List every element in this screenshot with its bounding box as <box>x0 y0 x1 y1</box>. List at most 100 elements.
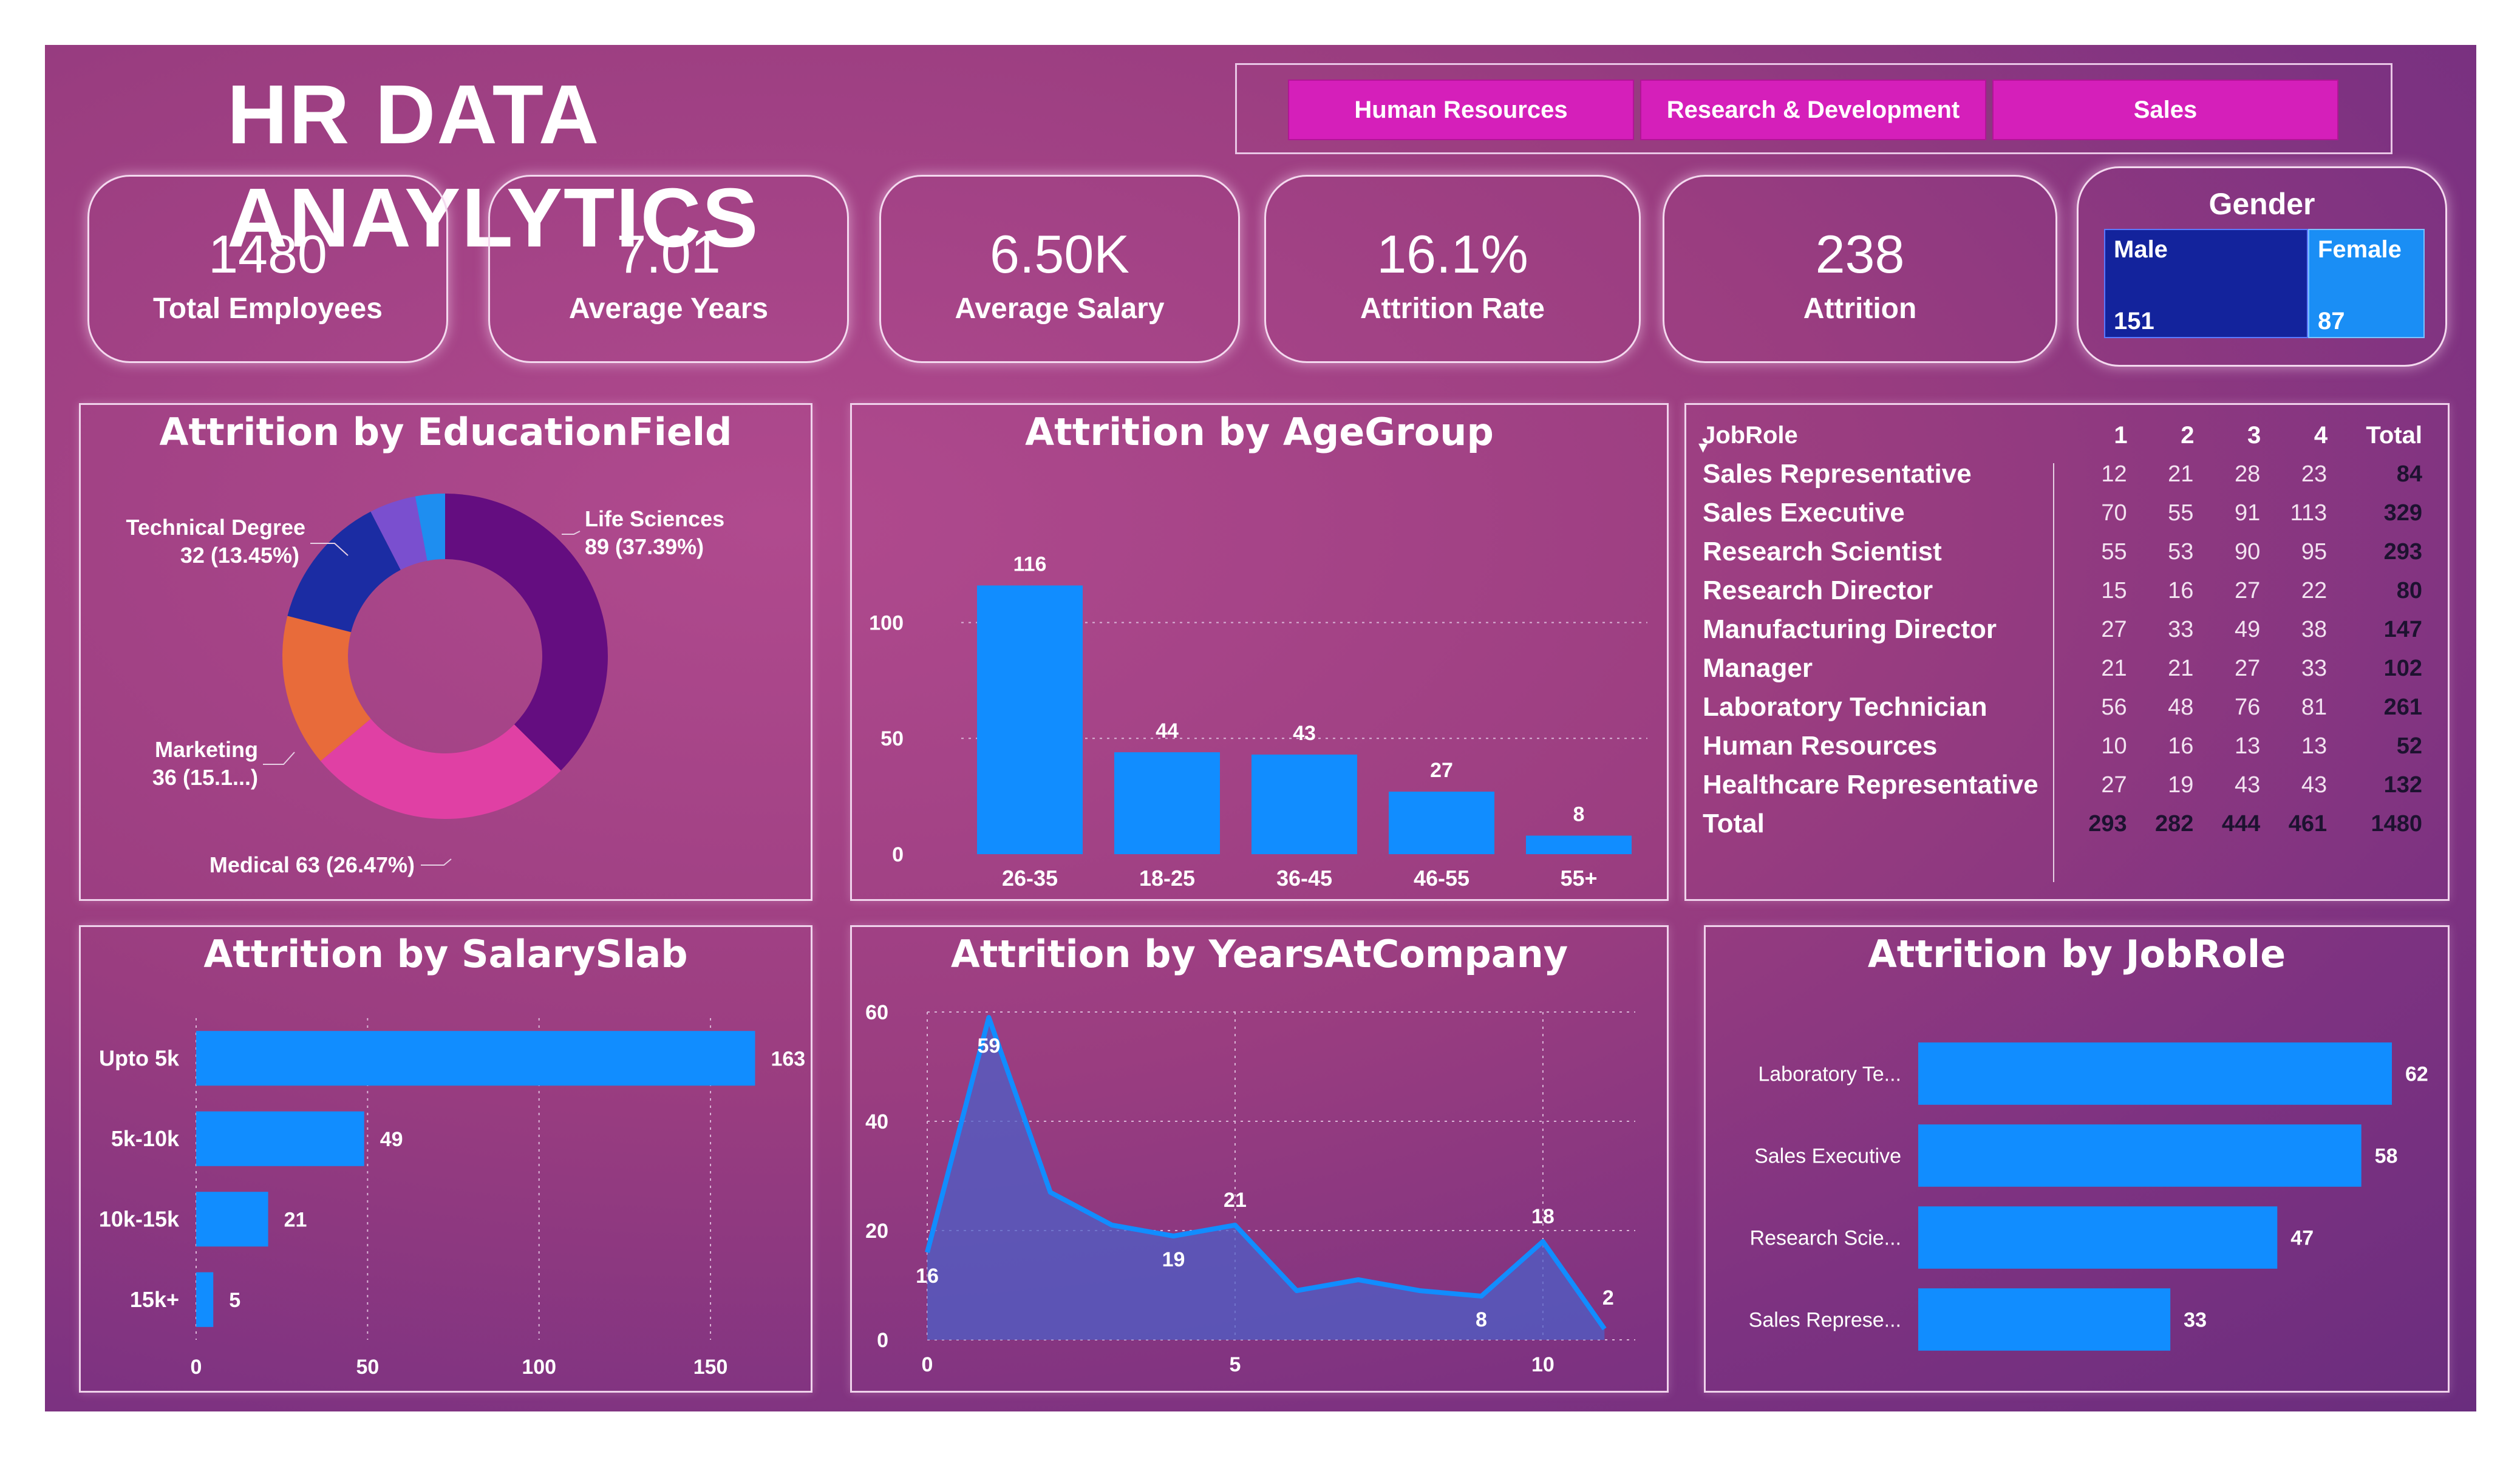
male-value: 151 <box>2114 308 2154 335</box>
matrix-cell: 55 <box>2073 532 2127 571</box>
slice-label: Marketing <box>155 737 258 762</box>
x-tick-label: 18-25 <box>1139 866 1195 891</box>
panel-jobrole-matrix: ▾ JobRole 1 2 3 4 Total Sales Representa… <box>1684 403 2450 901</box>
kpi-label: Attrition Rate <box>1266 292 1639 325</box>
data-label: 33 <box>2184 1309 2207 1332</box>
matrix-cell: 22 <box>2261 571 2328 610</box>
leader-line <box>562 531 580 534</box>
y-tick-label: 0 <box>877 1329 888 1352</box>
bar[interactable] <box>1918 1042 2392 1105</box>
matrix-row-label[interactable]: Research Scientist <box>1702 532 2073 571</box>
y-tick-label: 100 <box>869 611 904 634</box>
matrix-header[interactable]: 3 <box>2194 416 2261 455</box>
matrix-row-label[interactable]: Human Resources <box>1702 727 2073 766</box>
matrix-row-label[interactable]: Laboratory Technician <box>1702 688 2073 727</box>
x-tick-label: 5 <box>1229 1353 1241 1376</box>
area-fill <box>927 1017 1604 1340</box>
y-tick-label: Sales Represe... <box>1749 1309 1901 1332</box>
matrix-cell: 52 <box>2328 727 2428 766</box>
jobrole-bar-chart: 62Laboratory Te...58Sales Executive47Res… <box>1706 927 2448 1391</box>
kpi-label: Average Salary <box>881 292 1238 325</box>
department-slicer: Human Resources Research & Development S… <box>1235 63 2392 154</box>
bar[interactable] <box>1251 755 1357 854</box>
matrix-header[interactable]: 2 <box>2128 416 2195 455</box>
x-tick-label: 100 <box>522 1356 556 1379</box>
dashboard-canvas: HR DATA ANAYLYTICS Human Resources Resea… <box>45 45 2476 1411</box>
matrix-row-label[interactable]: Sales Executive <box>1702 494 2073 532</box>
matrix-total-row: Total 293 282 444 461 1480 <box>1702 804 2428 843</box>
data-label: 5 <box>229 1289 240 1312</box>
bar[interactable] <box>1918 1288 2170 1351</box>
matrix-cell: 21 <box>2073 649 2127 688</box>
matrix-cell: 49 <box>2194 610 2261 649</box>
matrix-header-jobrole[interactable]: JobRole <box>1702 416 2073 455</box>
matrix-cell: 33 <box>2261 649 2328 688</box>
bar[interactable] <box>196 1272 213 1327</box>
leader-line <box>421 859 451 865</box>
bar[interactable] <box>1389 792 1494 854</box>
matrix-cell: 23 <box>2261 455 2328 494</box>
data-label: 59 <box>977 1034 1000 1058</box>
bar[interactable] <box>1918 1124 2362 1187</box>
slicer-sales[interactable]: Sales <box>1992 80 2338 140</box>
matrix-cell: 76 <box>2194 688 2261 727</box>
matrix-header[interactable]: Total <box>2328 416 2428 455</box>
bar[interactable] <box>977 585 1083 854</box>
matrix-header[interactable]: 4 <box>2261 416 2328 455</box>
matrix-cell: 55 <box>2128 494 2195 532</box>
matrix-row: Research Scientist 55 53 90 95 293 <box>1702 532 2428 571</box>
gender-female-tile[interactable]: Female 87 <box>2308 229 2425 338</box>
data-label: 27 <box>1430 759 1453 782</box>
gender-title: Gender <box>2079 186 2445 222</box>
slicer-human-resources[interactable]: Human Resources <box>1288 80 1634 140</box>
matrix-cell: 13 <box>2261 727 2328 766</box>
matrix-cell: 10 <box>2073 727 2127 766</box>
bar[interactable] <box>196 1192 268 1246</box>
matrix-divider <box>2053 463 2054 882</box>
matrix-row-label[interactable]: Total <box>1702 804 2073 843</box>
x-tick-label: 46-55 <box>1414 866 1469 891</box>
matrix-cell: 293 <box>2328 532 2428 571</box>
matrix-row-label[interactable]: Research Director <box>1702 571 2073 610</box>
gender-card: Gender Male 151 Female 87 <box>2077 166 2447 367</box>
data-label: 116 <box>1013 552 1047 576</box>
y-tick-label: 10k-15k <box>99 1206 180 1231</box>
matrix-row-label[interactable]: Healthcare Representative <box>1702 766 2073 804</box>
matrix-row: Manager 21 21 27 33 102 <box>1702 649 2428 688</box>
bar[interactable] <box>1918 1206 2277 1269</box>
matrix-row: Sales Representative 12 21 28 23 84 <box>1702 455 2428 494</box>
x-tick-label: 10 <box>1531 1353 1555 1376</box>
matrix-cell: 81 <box>2261 688 2328 727</box>
bar[interactable] <box>196 1031 755 1085</box>
kpi-value: 238 <box>1664 225 2055 284</box>
slicer-research-development[interactable]: Research & Development <box>1640 80 1986 140</box>
matrix-row-label[interactable]: Manager <box>1702 649 2073 688</box>
matrix-header[interactable]: 1 <box>2073 416 2127 455</box>
y-tick-label: Research Scie... <box>1750 1227 1901 1250</box>
data-label: 8 <box>1476 1308 1487 1331</box>
donut-slice[interactable] <box>445 494 608 770</box>
data-label: 58 <box>2375 1145 2398 1168</box>
matrix-row-label[interactable]: Manufacturing Director <box>1702 610 2073 649</box>
data-label: 21 <box>1224 1189 1247 1212</box>
donut-chart: Life Sciences 89 (37.39%) Technical Degr… <box>81 405 811 899</box>
bar[interactable] <box>1526 835 1632 854</box>
slice-value-label: 89 (37.39%) <box>585 534 704 559</box>
years-area-chart: 0 20 40 60 0 5 10 16 59 19 21 8 18 2 <box>852 927 1667 1391</box>
matrix-cell: 444 <box>2194 804 2261 843</box>
bar[interactable] <box>196 1112 364 1166</box>
bar[interactable] <box>1114 752 1220 854</box>
gender-male-tile[interactable]: Male 151 <box>2104 229 2308 338</box>
x-tick-label: 26-35 <box>1002 866 1058 891</box>
y-tick-label: 5k-10k <box>111 1126 180 1151</box>
data-label: 49 <box>380 1128 403 1151</box>
matrix-cell: 21 <box>2128 649 2195 688</box>
matrix-row-label[interactable]: Sales Representative <box>1702 455 2073 494</box>
y-tick-label: Upto 5k <box>99 1045 180 1070</box>
data-label: 2 <box>1602 1286 1614 1309</box>
slice-label: Medical 63 (26.47%) <box>209 852 415 877</box>
data-label: 163 <box>771 1047 805 1070</box>
matrix-row: Research Director 15 16 27 22 80 <box>1702 571 2428 610</box>
x-tick-label: 36-45 <box>1276 866 1332 891</box>
data-label: 21 <box>284 1208 307 1231</box>
